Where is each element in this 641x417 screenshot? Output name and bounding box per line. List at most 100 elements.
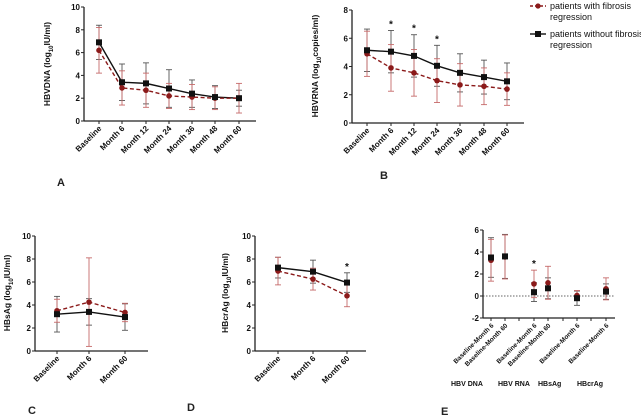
data-point-with-fibrosis [411, 70, 417, 76]
group-label: HBV DNA [451, 381, 483, 388]
legend-label: regression [550, 40, 592, 50]
data-point-with-fibrosis [344, 293, 350, 299]
y-axis-label-main: HBcrAg (log [220, 283, 230, 333]
panel-label: C [28, 405, 36, 417]
significance-star: * [389, 19, 393, 30]
data-point-without-fibrosis [143, 80, 149, 87]
y-axis-label: HBsAg (log10IU/ml) [2, 255, 15, 332]
significance-star: * [435, 34, 439, 45]
y-tick-label: 0 [475, 292, 480, 301]
data-point-without-fibrosis [96, 39, 102, 46]
data-point-without-fibrosis [388, 48, 394, 55]
x-tick-label: Month 6 [65, 354, 93, 382]
y-tick-label: 2 [344, 91, 349, 100]
data-point-with-fibrosis [119, 85, 125, 91]
data-point-with-fibrosis [388, 65, 394, 71]
data-point-without-fibrosis [236, 95, 242, 102]
data-point-with-fibrosis [310, 276, 316, 282]
y-tick-label: 6 [27, 278, 32, 287]
data-point-without-fibrosis [86, 308, 92, 315]
y-tick-label: -2 [472, 314, 480, 323]
data-point-without-fibrosis [574, 295, 580, 302]
y-axis-label-tail: copies/ml) [310, 14, 320, 56]
data-point-with-fibrosis [434, 77, 440, 84]
data-point-with-fibrosis [545, 280, 551, 286]
y-tick-label: 2 [475, 270, 480, 279]
x-tick-label: Month 60 [98, 354, 130, 386]
significance-star: * [345, 262, 349, 273]
y-tick-label: 4 [247, 301, 252, 310]
data-point-with-fibrosis [531, 281, 537, 287]
y-tick-label: 4 [344, 63, 349, 72]
panel-c: 0 2 4 6 8 10 Baseline Month 6 Month 60 HBsAg (log… [2, 232, 148, 417]
y-tick-label: 2 [76, 94, 81, 103]
legend-marker-circle [535, 3, 541, 9]
y-tick-label: 0 [27, 347, 32, 356]
data-point-without-fibrosis [189, 90, 195, 97]
data-point-without-fibrosis [502, 253, 508, 260]
data-point-with-fibrosis [122, 309, 128, 316]
y-tick-label: 10 [22, 232, 31, 241]
y-axis-label: HBVRNA (log10copies/ml) [310, 14, 323, 117]
group-label: HBV RNA [498, 381, 530, 388]
legend: patients with fibrosis regressionpatients… [530, 1, 641, 50]
y-axis-label-sub: 10 [9, 278, 15, 285]
data-point-without-fibrosis [434, 62, 440, 69]
data-point-without-fibrosis [122, 314, 128, 321]
y-tick-label: 8 [76, 26, 81, 35]
y-axis-label-sub: 10 [227, 276, 233, 283]
x-tick-label: Baseline [342, 126, 372, 156]
group-label: HBsAg [538, 381, 561, 388]
panel-label: A [57, 177, 65, 189]
significance-star: * [532, 259, 536, 270]
data-point-without-fibrosis [310, 268, 316, 275]
x-tick-label: Baseline [253, 354, 283, 384]
legend-marker-square [535, 31, 541, 37]
y-tick-label: 2 [247, 324, 252, 333]
data-point-without-fibrosis [212, 94, 218, 101]
data-point-without-fibrosis [275, 264, 281, 271]
y-tick-label: 8 [247, 255, 252, 264]
legend-label: patients with fibrosis [550, 1, 632, 11]
data-point-without-fibrosis [54, 311, 60, 318]
y-axis-label-tail: IU/ml) [2, 255, 12, 279]
y-tick-label: 8 [27, 255, 32, 264]
y-axis-label-main: HBVRNA (log [310, 63, 320, 117]
data-point-with-fibrosis [86, 299, 92, 305]
y-tick-label: 0 [247, 347, 252, 356]
y-axis-label: HBcrAg (log10IU/ml) [220, 253, 233, 333]
panel-label: E [441, 406, 448, 417]
data-point-without-fibrosis [531, 289, 537, 296]
data-point-without-fibrosis [545, 285, 551, 292]
y-axis-label-tail: IU/ml) [42, 22, 52, 46]
data-point-without-fibrosis [481, 74, 487, 81]
data-point-with-fibrosis [481, 83, 487, 90]
y-tick-label: 4 [27, 301, 32, 310]
data-point-without-fibrosis [364, 47, 370, 54]
data-point-with-fibrosis [457, 82, 463, 88]
data-point-with-fibrosis [96, 47, 102, 54]
x-tick-label: Baseline [32, 354, 62, 384]
x-tick-label: Baseline [74, 124, 104, 154]
x-tick-label: Month 6 [289, 354, 317, 382]
y-tick-label: 6 [344, 34, 349, 43]
y-tick-label: 6 [76, 49, 81, 58]
legend-label: patients without fibrosis [550, 29, 641, 39]
y-tick-label: 10 [71, 3, 80, 12]
x-tick-label: Month 60 [320, 354, 352, 386]
data-point-without-fibrosis [603, 288, 609, 295]
data-point-without-fibrosis [504, 78, 510, 85]
y-axis-label: HBVDNA (log10IU/ml) [42, 22, 55, 106]
data-point-without-fibrosis [119, 79, 125, 86]
data-point-without-fibrosis [166, 85, 172, 92]
data-point-without-fibrosis [344, 279, 350, 286]
data-point-with-fibrosis [504, 86, 510, 92]
group-label: HBcrAg [577, 381, 603, 388]
y-tick-label: 4 [475, 248, 480, 257]
y-axis-label-tail: IU/ml) [220, 253, 230, 277]
y-axis-label-sub: 10 [49, 45, 55, 52]
